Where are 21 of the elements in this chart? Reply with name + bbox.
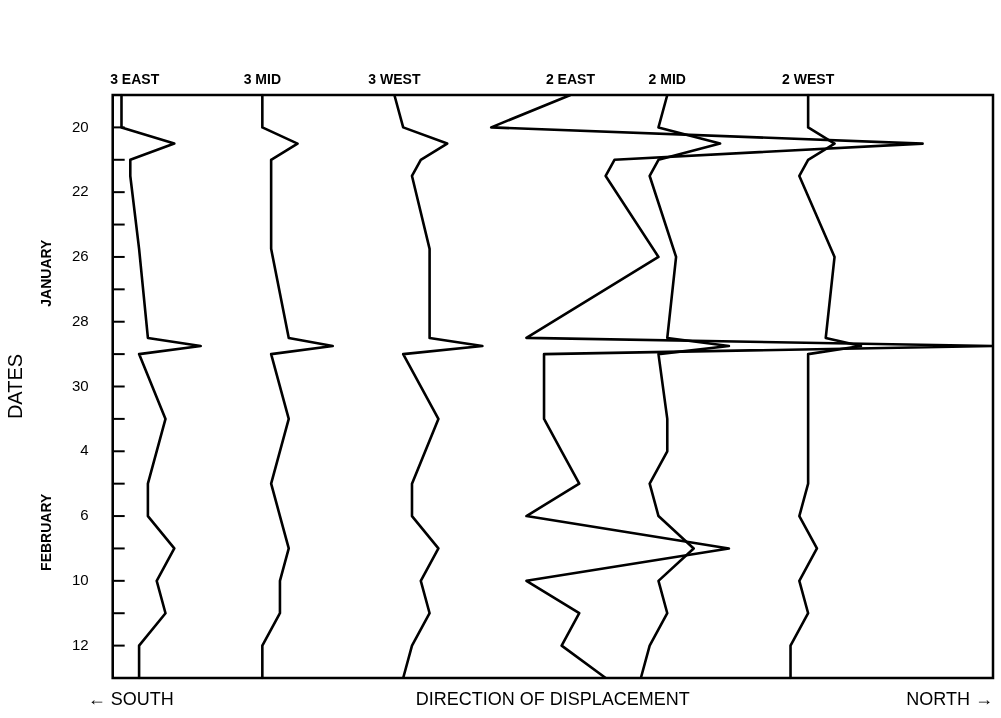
- y-tick-label: 22: [72, 182, 89, 200]
- series-label: 2 WEST: [782, 70, 835, 87]
- y-tick-label: 10: [72, 570, 89, 588]
- text: ← SOUTH: [87, 688, 174, 709]
- y-tick-label: 28: [72, 311, 89, 329]
- series-label: 3 MID: [243, 70, 282, 87]
- series-label: 2 MID: [648, 70, 686, 87]
- text: JANUARY: [37, 238, 54, 307]
- series-label: 2 EAST: [545, 70, 596, 87]
- text: FEBRUARY: [37, 492, 54, 571]
- text: NORTH →: [906, 688, 993, 709]
- series-label: 3 EAST: [110, 70, 160, 87]
- y-axis-title: DATES: [3, 353, 26, 420]
- y-tick-label: 4: [80, 441, 89, 459]
- y-tick-label: 20: [72, 117, 89, 135]
- y-tick-label: 30: [72, 376, 89, 394]
- series-label: 3 WEST: [368, 70, 421, 87]
- y-tick-label: 26: [72, 247, 89, 265]
- x-axis-title: DIRECTION OF DISPLACEMENT: [415, 688, 690, 709]
- y-tick-label: 12: [72, 635, 89, 653]
- y-tick-label: 6: [80, 506, 89, 524]
